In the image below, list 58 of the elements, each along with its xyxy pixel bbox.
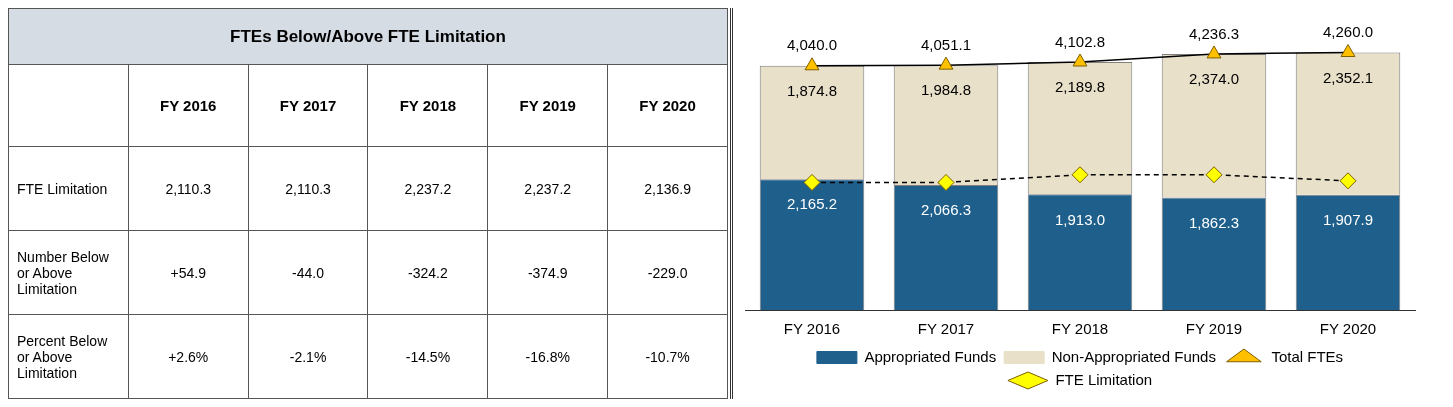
data-label: 2,165.2 <box>786 195 838 213</box>
data-label: 4,040.0 <box>786 36 838 54</box>
point <box>1072 53 1088 67</box>
category-label: FY 2018 <box>367 64 488 147</box>
x-tick-label: FY 2017 <box>917 320 975 338</box>
text: 2,136.9 <box>644 180 691 197</box>
x-tick-label: FY 2019 <box>1185 320 1243 338</box>
text: +2.6% <box>168 348 209 365</box>
point <box>803 173 821 191</box>
point <box>1340 44 1356 58</box>
text: FTEs Below/Above FTE Limitation <box>8 8 728 65</box>
legend-label: Appropriated Funds <box>864 347 997 365</box>
category-label: FY 2017 <box>248 64 368 147</box>
text: 2,237.2 <box>404 180 452 197</box>
point <box>938 56 954 70</box>
point <box>1071 166 1089 184</box>
category-label: FTE Limitation <box>17 180 108 197</box>
x-tick-label: FY 2018 <box>1051 320 1109 338</box>
text: -229.0 <box>647 264 688 281</box>
data-label: 4,260.0 <box>1322 23 1374 41</box>
data-label: 1,913.0 <box>1054 210 1106 228</box>
legend-label: Non-Appropriated Funds <box>1051 347 1216 365</box>
text: -16.8% <box>525 348 570 365</box>
text: -10.7% <box>645 348 690 365</box>
point <box>937 173 955 191</box>
text: 2,110.3 <box>285 180 331 197</box>
legend-label: Total FTEs <box>1271 347 1344 365</box>
data-label: 1,862.3 <box>1188 213 1240 231</box>
data-label: 1,874.8 <box>786 81 838 99</box>
x-tick-label: FY 2020 <box>1319 320 1377 338</box>
point <box>1205 166 1223 184</box>
category-label: Number Below or Above Limitation <box>17 248 109 297</box>
point <box>804 57 820 71</box>
text: +54.9 <box>170 264 206 281</box>
category-label: FY 2020 <box>607 64 728 147</box>
category-label: FY 2019 <box>487 64 608 147</box>
text: -374.9 <box>527 264 568 281</box>
data-label: 4,236.3 <box>1188 24 1240 42</box>
x-tick-label: FY 2016 <box>783 320 841 338</box>
data-label: 4,051.1 <box>920 35 972 53</box>
data-label: 1,984.8 <box>920 81 972 99</box>
point <box>1339 172 1357 190</box>
text: -324.2 <box>408 264 448 281</box>
point <box>1206 45 1222 59</box>
category-label: Percent Below or Above Limitation <box>17 332 108 381</box>
category-label: FY 2016 <box>128 64 249 147</box>
text: -14.5% <box>405 348 451 365</box>
text: -2.1% <box>289 348 327 365</box>
data-label: 1,907.9 <box>1322 210 1374 228</box>
data-label: 4,102.8 <box>1054 32 1106 50</box>
data-label: 2,189.8 <box>1054 78 1106 96</box>
data-label: 2,066.3 <box>920 201 972 219</box>
text: 2,110.3 <box>165 180 212 197</box>
data-label: 2,374.0 <box>1188 70 1240 88</box>
legend-label: FTE Limitation <box>1055 370 1153 388</box>
text: 2,237.2 <box>524 180 572 197</box>
data-label: 2,352.1 <box>1322 68 1374 86</box>
text: -44.0 <box>292 264 325 281</box>
